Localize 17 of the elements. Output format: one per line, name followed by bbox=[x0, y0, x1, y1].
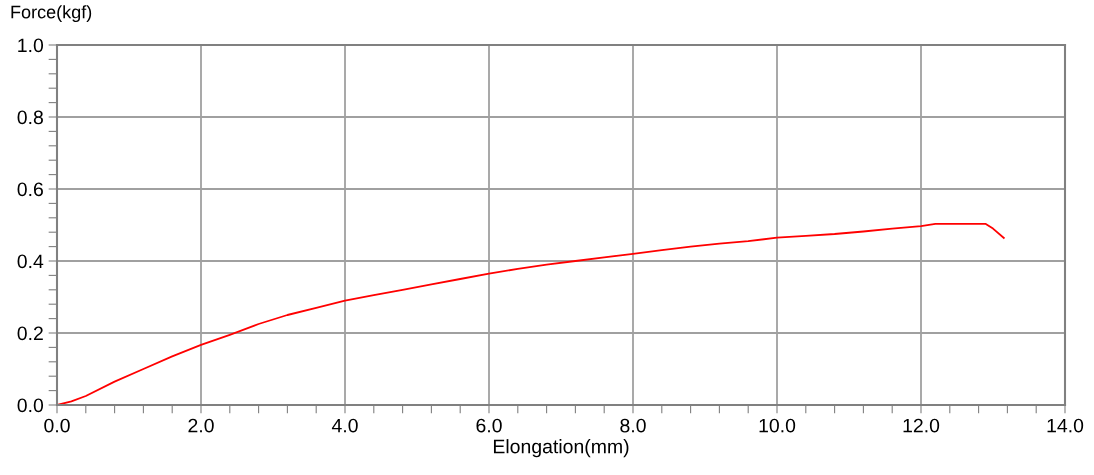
y-tick-label: 1.0 bbox=[18, 38, 44, 53]
x-tick-label: 2.0 bbox=[188, 418, 214, 433]
x-tick-label: 10.0 bbox=[759, 418, 796, 433]
y-tick-label: 0.8 bbox=[17, 110, 43, 125]
y-tick-label: 0.4 bbox=[17, 254, 44, 269]
x-axis-title: Elongation(mm) bbox=[493, 439, 629, 458]
x-tick-label: 14.0 bbox=[1047, 418, 1084, 433]
y-tick-label: 0.0 bbox=[17, 398, 44, 413]
x-tick-label: 0.0 bbox=[44, 418, 70, 433]
y-axis-title: Force(kgf) bbox=[11, 5, 92, 22]
x-tick-label: 8.0 bbox=[620, 418, 646, 433]
y-tick-label: 0.6 bbox=[17, 182, 43, 197]
line-series bbox=[57, 223, 1005, 405]
x-tick-label: 12.0 bbox=[903, 418, 940, 433]
y-tick-label: 0.2 bbox=[17, 326, 43, 341]
x-tick-label: 4.0 bbox=[331, 418, 358, 433]
x-tick-label: 6.0 bbox=[476, 418, 502, 433]
